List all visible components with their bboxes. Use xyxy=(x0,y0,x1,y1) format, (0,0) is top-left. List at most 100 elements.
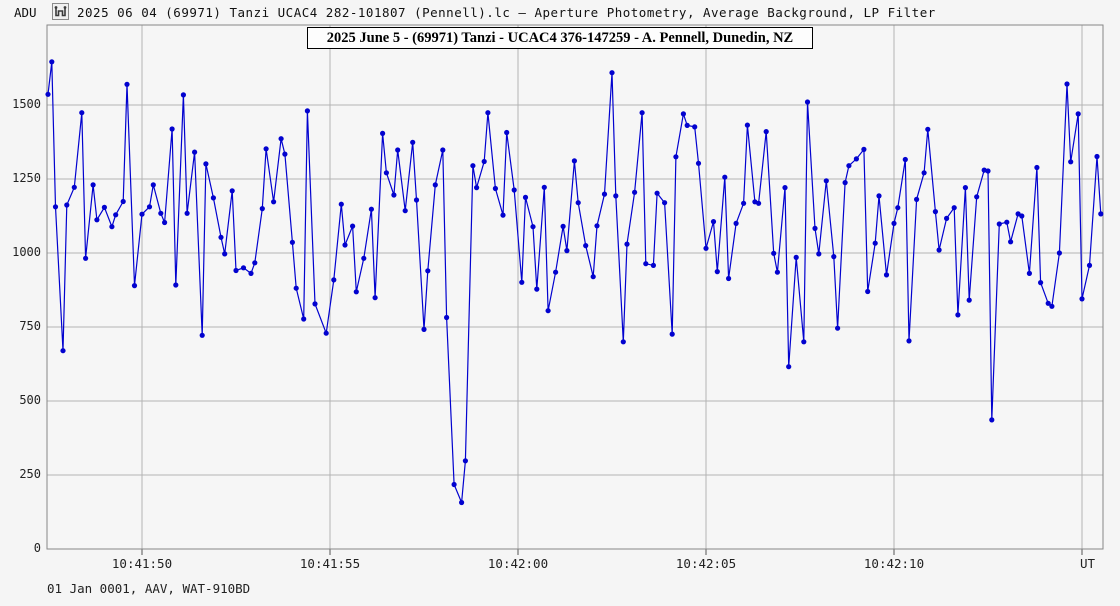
data-point-marker xyxy=(906,338,912,344)
data-point-marker xyxy=(955,312,961,318)
data-point-marker xyxy=(94,217,100,223)
data-point-marker xyxy=(583,243,589,249)
data-point-marker xyxy=(162,219,168,226)
data-point-marker xyxy=(673,154,679,160)
x-axis-unit-label: UT xyxy=(1080,556,1096,571)
x-tick-label: 10:41:55 xyxy=(299,556,361,571)
data-point-marker xyxy=(534,286,540,292)
data-point-marker xyxy=(139,211,145,217)
data-point-marker xyxy=(240,265,247,271)
data-point-marker xyxy=(1008,239,1014,245)
data-point-marker xyxy=(812,225,818,231)
data-point-marker xyxy=(974,194,980,200)
data-point-marker xyxy=(594,223,600,229)
plot-border xyxy=(46,24,1104,550)
data-point-marker xyxy=(801,339,807,345)
data-point-marker xyxy=(402,208,408,214)
data-point-marker xyxy=(331,277,337,283)
data-point-marker xyxy=(1026,270,1032,276)
data-point-marker xyxy=(210,195,216,201)
data-point-marker xyxy=(989,417,995,423)
data-point-marker xyxy=(421,326,427,332)
data-point-marker xyxy=(966,297,972,303)
data-point-marker xyxy=(222,251,228,257)
data-point-marker xyxy=(1064,81,1070,87)
data-point-marker xyxy=(271,199,277,205)
data-point-marker xyxy=(263,146,269,152)
data-point-marker xyxy=(932,209,939,215)
data-point-marker xyxy=(774,269,781,275)
data-point-marker xyxy=(184,210,190,216)
data-point-marker xyxy=(500,212,506,218)
data-point-marker xyxy=(883,272,890,278)
data-point-marker xyxy=(1079,296,1085,302)
data-point-marker xyxy=(925,126,931,132)
data-point-marker xyxy=(680,111,687,117)
data-point-marker xyxy=(962,185,969,191)
data-point-marker xyxy=(1075,111,1081,117)
y-tick-label: 0 xyxy=(33,541,41,555)
data-point-marker xyxy=(203,161,209,167)
data-point-marker xyxy=(338,201,344,207)
data-point-marker xyxy=(120,198,126,205)
data-point-marker xyxy=(1049,303,1055,309)
data-point-marker xyxy=(413,197,420,203)
data-point-marker xyxy=(726,275,732,282)
data-point-marker xyxy=(233,267,239,274)
data-point-marker xyxy=(342,242,348,248)
data-point-marker xyxy=(902,156,908,163)
data-point-marker xyxy=(301,316,307,322)
plot-area[interactable] xyxy=(47,25,1103,549)
data-point-marker xyxy=(492,185,498,192)
data-point-marker xyxy=(169,126,175,132)
data-point-marker xyxy=(353,289,359,295)
data-point-marker xyxy=(695,160,702,166)
data-point-marker xyxy=(1056,250,1062,256)
data-point-marker xyxy=(944,215,950,221)
data-point-marker xyxy=(199,332,205,338)
data-point-marker xyxy=(756,200,762,206)
data-point-marker xyxy=(632,189,638,195)
data-point-marker xyxy=(951,205,957,211)
data-point-marker xyxy=(511,187,517,193)
data-point-marker xyxy=(259,206,265,212)
x-tick-label: 10:41:50 xyxy=(111,556,173,571)
data-point-marker xyxy=(474,185,480,191)
data-point-marker xyxy=(440,147,446,153)
data-point-marker xyxy=(350,223,356,229)
data-point-marker xyxy=(804,99,811,105)
data-point-marker xyxy=(620,339,626,345)
data-point-marker xyxy=(462,458,468,464)
y-tick-label: 750 xyxy=(19,319,41,333)
y-tick-label: 1500 xyxy=(12,97,41,111)
data-point-marker xyxy=(714,269,720,275)
data-point-marker xyxy=(522,194,529,200)
data-point-marker xyxy=(865,288,871,295)
data-point-marker xyxy=(823,178,829,184)
data-point-marker xyxy=(876,193,882,199)
data-point-marker xyxy=(782,185,788,191)
data-point-marker xyxy=(921,170,927,176)
data-point-marker xyxy=(304,108,310,114)
data-point-marker xyxy=(744,122,751,128)
data-point-marker xyxy=(64,202,70,208)
data-point-marker xyxy=(985,168,991,174)
y-tick-label: 500 xyxy=(19,393,41,407)
data-point-marker xyxy=(703,245,709,251)
data-point-marker xyxy=(662,200,668,206)
data-point-marker xyxy=(425,268,431,274)
y-tick-label: 1000 xyxy=(12,245,41,259)
data-point-marker xyxy=(853,156,860,162)
data-point-marker xyxy=(83,255,89,261)
data-point-marker xyxy=(451,481,457,488)
data-point-marker xyxy=(323,330,329,336)
data-point-marker xyxy=(650,262,657,268)
data-point-marker xyxy=(722,174,728,180)
data-point-marker xyxy=(173,282,179,288)
data-point-marker xyxy=(368,206,374,212)
data-point-marker xyxy=(842,180,848,186)
data-point-marker xyxy=(519,279,525,285)
data-point-marker xyxy=(613,193,619,199)
data-point-marker xyxy=(432,182,438,188)
